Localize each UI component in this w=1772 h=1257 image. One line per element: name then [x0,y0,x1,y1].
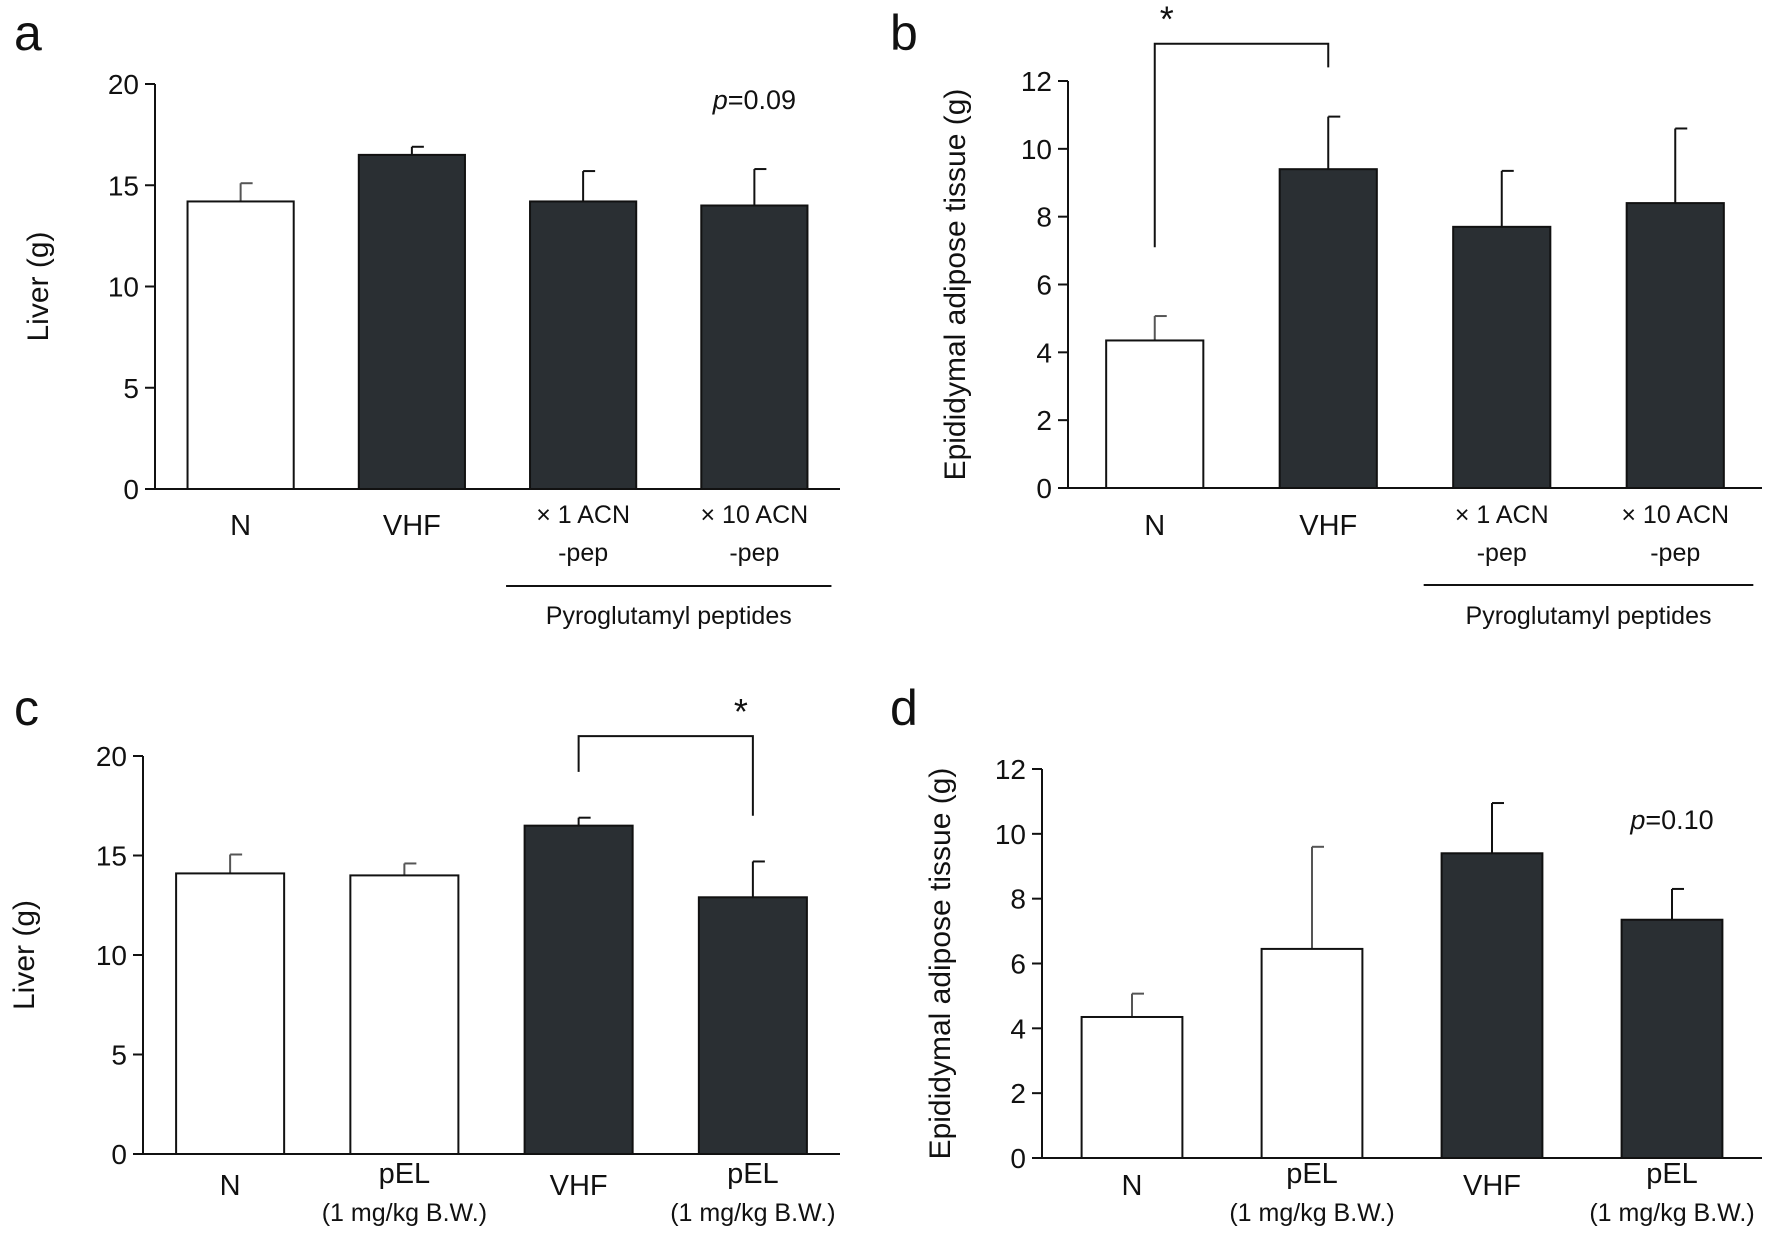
category-label: N [1122,1170,1143,1202]
p-value-symbol: p [712,85,728,115]
y-tick-label: 6 [1010,949,1026,980]
group-label: Pyroglutamyl peptides [546,602,792,630]
bar [1260,947,1364,1159]
y-tick-label: 0 [1010,1143,1026,1174]
category-label: VHF [550,1170,608,1202]
y-tick-label: 4 [1036,337,1052,368]
category-label: pEL [1286,1158,1338,1190]
y-tick-label: 20 [108,69,139,100]
y-tick-label: 8 [1036,202,1052,233]
category-label: N [230,510,251,542]
significance-bracket [577,735,754,816]
y-tick-label: 5 [123,373,139,404]
category-label: -pep [729,539,779,567]
category-label: pEL [379,1158,431,1190]
category-label: × 10 ACN [1621,501,1729,529]
category-label: VHF [1299,510,1357,542]
y-tick-label: 12 [1021,66,1052,97]
bar [1452,225,1552,489]
y-tick-label: 10 [995,819,1026,850]
category-label: VHF [1463,1170,1521,1202]
y-tick-label: 10 [108,272,139,303]
bar [1620,918,1724,1159]
bar [1278,168,1378,490]
category-label: × 1 ACN [1455,501,1549,529]
y-tick-label: 0 [1036,473,1052,504]
category-label: pEL [1646,1158,1698,1190]
category-label: (1 mg/kg B.W.) [670,1199,835,1227]
y-tick-label: 10 [1021,134,1052,165]
y-tick-label: 0 [123,474,139,505]
significance-star: * [1160,0,1174,40]
panel-letter: c [14,680,39,736]
category-label: (1 mg/kg B.W.) [1589,1199,1754,1227]
bar [1080,1015,1184,1159]
panel-b: b 0 2 4 6 8 10 12 Epididymal adipose tissue (g) N… [890,0,1762,630]
y-axis-title: Epididymal adipose tissue (g) [939,89,972,481]
panel-c: c 0 5 10 15 20 Liver (g) N pEL (1 mg/kg B.W.) VHF p… [8,680,840,1227]
panel-d: d 0 2 4 6 8 10 12 Epididymal adipose tissue (g) N… [890,680,1762,1227]
p-value-text: =0.10 [1645,805,1713,835]
bar [700,204,809,490]
y-tick-label: 15 [108,170,139,201]
category-label: (1 mg/kg B.W.) [322,1199,487,1227]
p-value-symbol: p [1629,805,1645,835]
category-label: (1 mg/kg B.W.) [1229,1199,1394,1227]
y-tick-label: 4 [1010,1013,1026,1044]
panel-a: a 0 5 10 15 20 Liver (g) N VHF × 1 ACN -pep × 10 AC… [14,5,840,630]
y-tick-label: 6 [1036,270,1052,301]
bar [1440,852,1544,1159]
bar [175,872,286,1155]
panel-letter: d [890,680,918,736]
y-tick-label: 0 [111,1139,127,1170]
bar [523,824,634,1156]
y-tick-label: 20 [96,741,127,772]
category-label: -pep [1477,539,1527,567]
category-label: pEL [727,1158,779,1190]
category-label: N [1144,510,1165,542]
y-tick-label: 5 [111,1040,127,1071]
group-label: Pyroglutamyl peptides [1466,602,1712,630]
bar [697,896,808,1155]
y-tick-label: 12 [995,754,1026,785]
y-tick-label: 2 [1010,1078,1026,1109]
category-label: -pep [1650,539,1700,567]
category-label: VHF [383,510,441,542]
p-value-text: =0.09 [728,85,796,115]
p-value-annotation: p=0.09 [712,85,796,115]
y-tick-label: 15 [96,841,127,872]
bar [186,200,295,490]
category-label: N [220,1170,241,1202]
p-value-annotation: p=0.10 [1629,805,1713,835]
bar [529,200,638,490]
panel-letter: a [14,5,42,61]
y-tick-label: 2 [1036,405,1052,436]
category-label: -pep [558,539,608,567]
y-axis-title: Liver (g) [8,900,41,1010]
significance-star: * [734,691,748,732]
panel-letter: b [890,5,918,61]
bar [357,153,466,490]
bar [1105,339,1205,489]
category-label: × 1 ACN [536,501,630,529]
y-tick-label: 10 [96,940,127,971]
y-axis-title: Epididymal adipose tissue (g) [924,768,957,1160]
significance-bracket [1153,42,1330,248]
bar [1625,202,1725,489]
bar [349,874,460,1156]
y-axis-title: Liver (g) [22,231,55,341]
y-tick-label: 8 [1010,884,1026,915]
category-label: × 10 ACN [701,501,809,529]
